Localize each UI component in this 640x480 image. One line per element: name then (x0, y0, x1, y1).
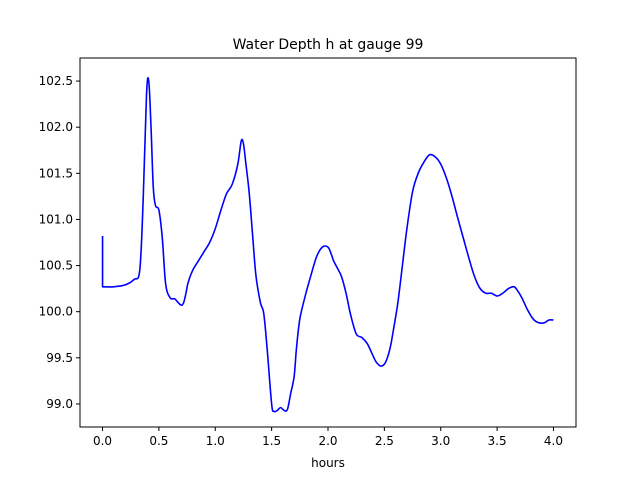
y-tick-label: 99.0 (46, 397, 73, 411)
x-tick-label: 4.0 (544, 434, 563, 448)
y-tick-label: 102.5 (39, 74, 73, 88)
y-tick-label: 102.0 (39, 120, 73, 134)
y-axis: 99.0 99.5 100.0 100.5 101.0 101.5 102.0 102.5 (39, 74, 80, 411)
x-axis: 0.0 0.5 1.0 1.5 2.0 2.5 3.0 3.5 4.0 (93, 427, 563, 448)
y-tick-label: 99.5 (46, 351, 73, 365)
x-tick-label: 1.5 (262, 434, 281, 448)
x-tick-label: 0.0 (93, 434, 112, 448)
x-tick-label: 2.0 (318, 434, 337, 448)
x-tick-label: 3.0 (431, 434, 450, 448)
series-line-water-depth (101, 77, 554, 413)
y-tick-label: 101.5 (39, 166, 73, 180)
x-tick-label: 1.0 (206, 434, 225, 448)
x-axis-label: hours (311, 456, 345, 470)
y-tick-label: 101.0 (39, 212, 73, 226)
series-layer (101, 77, 554, 413)
x-tick-label: 0.5 (149, 434, 168, 448)
y-tick-label: 100.0 (39, 305, 73, 319)
x-tick-label: 3.5 (488, 434, 507, 448)
chart-title: Water Depth h at gauge 99 (233, 37, 424, 53)
y-tick-label: 100.5 (39, 259, 73, 273)
x-tick-label: 2.5 (375, 434, 394, 448)
